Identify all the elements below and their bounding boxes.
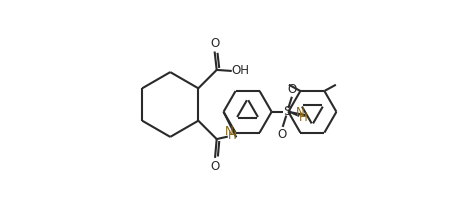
Text: O: O (211, 160, 219, 173)
Text: S: S (283, 105, 292, 118)
Text: H: H (299, 111, 307, 124)
Text: O: O (210, 37, 219, 50)
Text: N: N (296, 106, 305, 119)
Text: H: H (228, 129, 237, 142)
Text: O: O (288, 83, 297, 96)
Text: N: N (225, 125, 234, 138)
Text: O: O (278, 128, 287, 141)
Text: OH: OH (231, 64, 249, 78)
